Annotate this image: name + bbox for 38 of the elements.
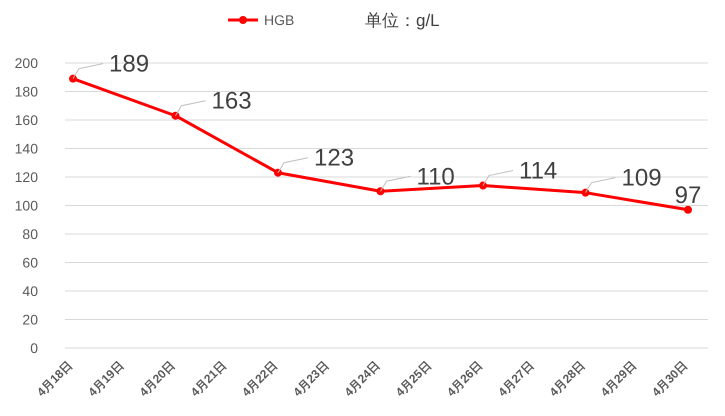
- y-tick-label: 200: [14, 55, 38, 71]
- x-tick-label: 4月30日: [649, 358, 690, 400]
- x-tick-label: 4月24日: [342, 358, 383, 400]
- y-tick-label: 60: [22, 254, 38, 270]
- data-label: 163: [212, 88, 252, 115]
- data-label: 97: [674, 182, 702, 209]
- x-tick-label: 4月27日: [495, 358, 536, 400]
- x-tick-label: 4月20日: [136, 358, 178, 400]
- point: [69, 74, 77, 83]
- data-label: 110: [416, 163, 455, 190]
- y-tick-label: 140: [14, 140, 38, 156]
- y-tick-label: 20: [22, 312, 38, 328]
- legend-label: HGB: [264, 12, 294, 28]
- x-tick-label: 4月22日: [239, 358, 280, 400]
- text: 单位：g/L: [365, 11, 440, 30]
- point: [376, 187, 384, 196]
- y-tick-label: 0: [30, 340, 38, 356]
- x-tick-label: 4月25日: [392, 358, 434, 400]
- data-label: 123: [314, 144, 354, 172]
- x-tick-label: 4月28日: [546, 358, 588, 400]
- x-tick-label: 4月26日: [444, 358, 486, 400]
- y-tick-label: 100: [14, 198, 38, 214]
- x-tick-label: 4月29日: [598, 358, 639, 400]
- data-label: 109: [622, 164, 662, 192]
- x-tick-label: 4月18日: [34, 358, 76, 400]
- y-tick-label: 120: [14, 169, 38, 185]
- y-tick-label: 80: [22, 226, 38, 242]
- data-label: 114: [519, 158, 558, 185]
- x-tick-label: 4月19日: [85, 358, 126, 400]
- point: [684, 206, 692, 214]
- x-tick-label: 4月21日: [188, 358, 229, 400]
- point: [479, 182, 487, 190]
- y-tick-label: 40: [22, 283, 38, 299]
- y-tick-label: 160: [14, 112, 38, 128]
- x-tick-label: 4月23日: [290, 358, 332, 400]
- y-tick-label: 180: [14, 84, 38, 100]
- point: [582, 188, 590, 197]
- data-label: 189: [109, 50, 150, 78]
